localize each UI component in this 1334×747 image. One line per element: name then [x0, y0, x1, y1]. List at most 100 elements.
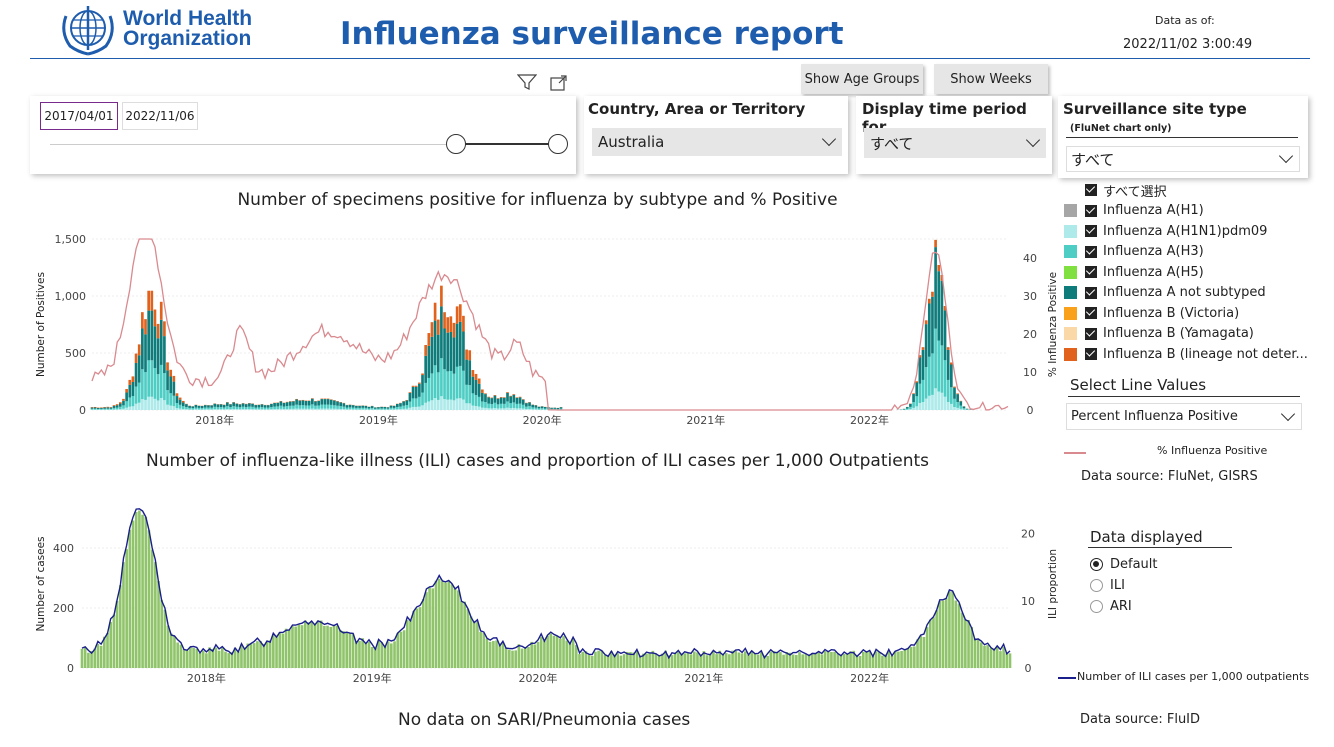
ili-bar [820, 654, 824, 668]
slider-handle-end[interactable] [548, 134, 568, 154]
bar-segment [226, 408, 229, 410]
radio-option-default[interactable]: Default [1090, 554, 1158, 575]
bar-segment [248, 403, 251, 407]
ili-bar [702, 651, 706, 668]
period-dropdown[interactable]: すべて [864, 128, 1046, 158]
bar-segment [443, 312, 446, 329]
ili-bar [810, 652, 814, 668]
bar-segment [282, 406, 286, 410]
ili-legend-label: Number of ILI cases per 1,000 outpatient… [1077, 670, 1310, 683]
select-line-divider [1068, 396, 1300, 397]
radio-option-ili[interactable]: ILI [1090, 575, 1158, 596]
bar-segment [216, 409, 220, 410]
ili-bar [281, 633, 285, 668]
bar-segment [317, 408, 320, 410]
ili-bar [954, 600, 958, 668]
bar-segment [141, 328, 144, 370]
radio-option-ari[interactable]: ARI [1090, 596, 1158, 617]
bar-segment [358, 409, 361, 410]
ili-bar [632, 652, 636, 668]
bar-segment [355, 409, 358, 410]
period-filter: Display time period for すべて [856, 96, 1052, 174]
bar-segment [213, 406, 217, 410]
ili-bar [919, 635, 923, 668]
ili-bar [740, 653, 744, 668]
bar-segment [953, 398, 956, 408]
bar-segment [188, 405, 191, 408]
bar-segment [144, 399, 147, 410]
bar-segment [345, 409, 349, 410]
legend-item[interactable]: Influenza A(H1) [1064, 201, 1314, 222]
bar-segment [222, 409, 226, 410]
site-dropdown[interactable]: すべて [1066, 146, 1300, 172]
ili-bar [128, 529, 132, 668]
bar-segment [141, 312, 144, 329]
ili-bar [833, 651, 836, 668]
start-date-input[interactable]: 2017/04/01 [40, 102, 118, 130]
ili-bar [460, 600, 463, 668]
bar-segment [106, 408, 110, 410]
legend-item[interactable]: Influenza B (lineage not deter... [1064, 344, 1314, 365]
country-dropdown[interactable]: Australia [592, 128, 842, 156]
bar-segment [141, 399, 144, 410]
bar-segment [257, 407, 261, 410]
ili-bar [224, 651, 227, 668]
bar-segment [342, 406, 346, 410]
bar-segment [462, 370, 465, 400]
legend-item[interactable]: Influenza B (Victoria) [1064, 303, 1314, 324]
legend-item[interactable]: Influenza A(H5) [1064, 262, 1314, 283]
focus-mode-icon[interactable] [550, 74, 568, 92]
filter-icon[interactable] [516, 73, 538, 91]
bar-segment [273, 403, 276, 407]
legend-item[interactable]: Influenza A(H3) [1064, 242, 1314, 263]
ili-bar [437, 578, 441, 668]
bar-segment [191, 406, 195, 409]
show-weeks-button[interactable]: Show Weeks [934, 64, 1048, 94]
bar-segment [521, 404, 525, 409]
bar-segment [912, 407, 915, 410]
bar-segment [307, 408, 311, 410]
show-age-groups-button[interactable]: Show Age Groups [801, 64, 923, 94]
bar-segment [314, 405, 317, 409]
bar-segment [276, 402, 280, 407]
ili-bar [354, 641, 358, 668]
ili-bar [402, 630, 406, 668]
legend-item[interactable]: Influenza A(H1N1)pdm09 [1064, 221, 1314, 242]
bar-segment [921, 401, 925, 410]
bar-segment [336, 401, 339, 406]
ili-bar [472, 620, 476, 668]
bar-segment [455, 398, 459, 410]
ili-bar [868, 651, 871, 668]
ili-bar [849, 651, 852, 668]
ili-bar [846, 653, 849, 668]
legend-item[interactable]: Influenza B (Yamagata) [1064, 324, 1314, 345]
page-title: Influenza surveillance report [340, 16, 844, 52]
ili-bar [804, 654, 808, 668]
legend-select-all[interactable]: すべて選択 [1064, 180, 1314, 201]
ili-bar [399, 631, 403, 668]
bar-segment [449, 399, 453, 410]
ili-bar [941, 600, 945, 668]
bar-segment [402, 405, 405, 409]
bar-segment [427, 333, 431, 346]
bar-segment [345, 405, 349, 408]
bar-segment [474, 394, 478, 406]
bar-segment [251, 406, 254, 410]
slider-handle-start[interactable] [446, 134, 466, 154]
select-line-dropdown[interactable]: Percent Influenza Positive [1066, 403, 1302, 430]
bar-segment [543, 407, 547, 409]
y2-tick-label: 30 [1023, 290, 1037, 303]
bar-segment [373, 407, 377, 409]
y-axis-label: Number of Positives [35, 272, 47, 377]
ili-bar [568, 641, 572, 668]
legend-swatch [1064, 286, 1077, 300]
bar-segment [934, 388, 937, 410]
y-tick-label: 1,000 [55, 290, 87, 303]
bar-segment [348, 404, 352, 408]
legend-item[interactable]: Influenza A not subtyped [1064, 283, 1314, 304]
bar-segment [169, 393, 173, 406]
bar-segment [244, 404, 248, 408]
bar-segment [392, 409, 396, 410]
bar-segment [484, 402, 487, 408]
end-date-input[interactable]: 2022/11/06 [122, 102, 198, 130]
